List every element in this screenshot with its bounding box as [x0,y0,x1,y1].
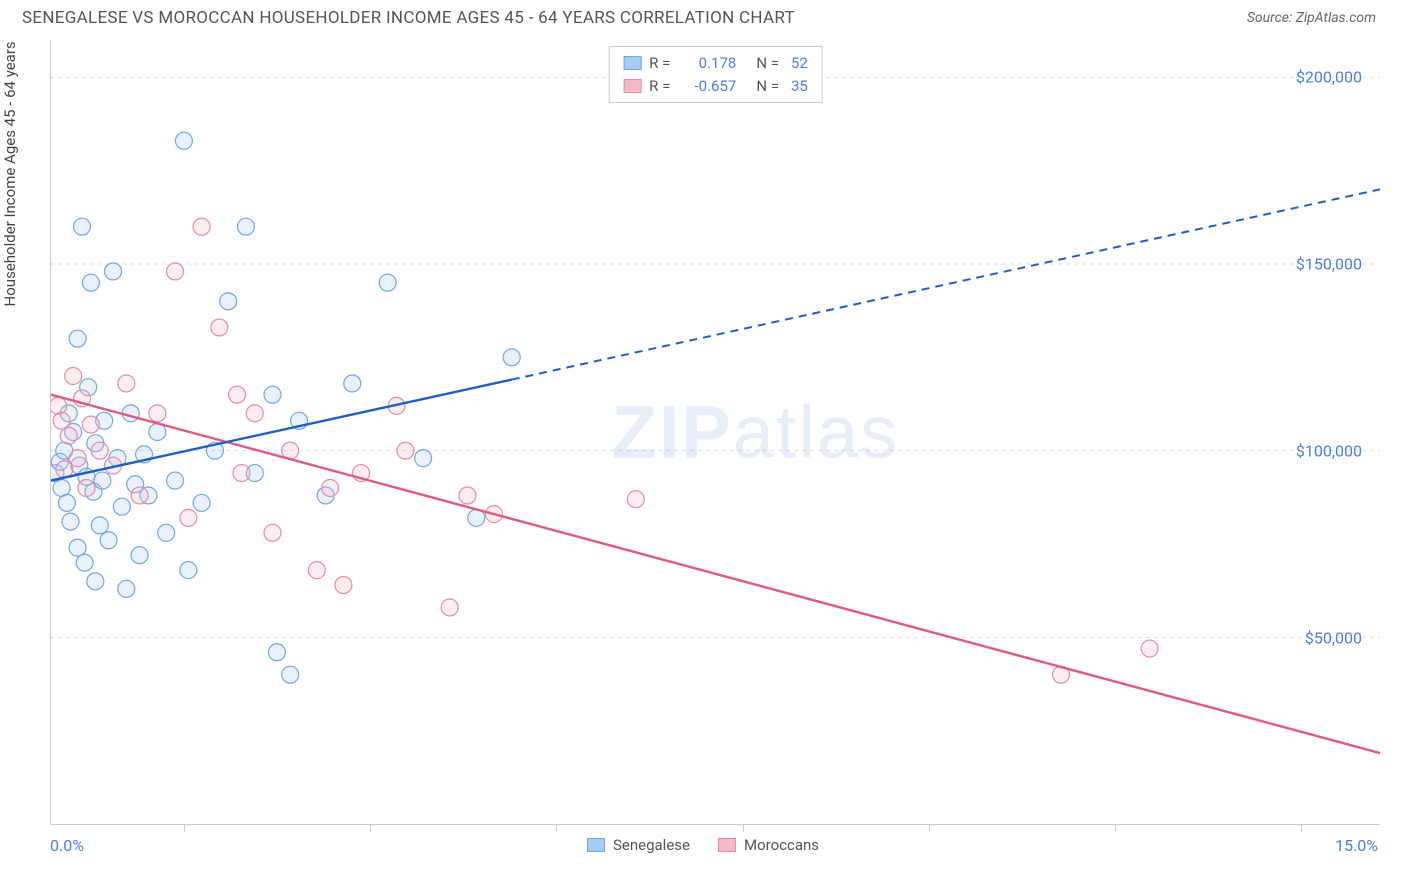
x-max-label: 15.0% [1335,836,1378,855]
x-tick [184,824,185,832]
x-tick [929,824,930,832]
r-value-moroccans: -0.657 [682,75,736,98]
chart-title: SENEGALESE VS MOROCCAN HOUSEHOLDER INCOM… [22,8,795,28]
swatch-senegalese [623,56,641,70]
n-label-2: N = [756,75,779,98]
legend-item-moroccans: Moroccans [718,836,819,854]
x-tick [370,824,371,832]
series-legend: Senegalese Moroccans [587,836,819,854]
r-label: R = [649,52,670,75]
r-value-senegalese: 0.178 [682,52,736,75]
n-value-senegalese: 52 [791,52,808,75]
source-label: Source: ZipAtlas.com [1247,10,1376,26]
x-tick [1115,824,1116,832]
chart-container: SENEGALESE VS MOROCCAN HOUSEHOLDER INCOM… [0,0,1406,892]
legend-row-senegalese: R = 0.178 N = 52 [623,52,808,75]
x-tick [556,824,557,832]
y-tick-label: $200,000 [1296,68,1362,87]
x-tick [1301,824,1302,832]
correlation-legend: R = 0.178 N = 52 R = -0.657 N = 35 [608,46,823,103]
n-label: N = [756,52,779,75]
series-label-moroccans: Moroccans [744,836,819,854]
scatter-svg [51,40,1380,824]
legend-row-moroccans: R = -0.657 N = 35 [623,75,808,98]
swatch-senegalese-2 [587,838,605,852]
y-tick-label: $150,000 [1296,255,1362,274]
r-label-2: R = [649,75,670,98]
x-tick [743,824,744,832]
y-axis-label: Householder Income Ages 45 - 64 years [1,41,19,306]
swatch-moroccans-2 [718,838,736,852]
swatch-moroccans [623,79,641,93]
series-label-senegalese: Senegalese [613,836,690,854]
chart-plot-area: ZIPatlas R = 0.178 N = 52 R = -0.657 N =… [50,40,1380,825]
y-tick-label: $50,000 [1305,629,1362,648]
n-value-moroccans: 35 [791,75,808,98]
x-min-label: 0.0% [50,836,84,855]
header: SENEGALESE VS MOROCCAN HOUSEHOLDER INCOM… [0,0,1406,32]
y-tick-label: $100,000 [1296,442,1362,461]
legend-item-senegalese: Senegalese [587,836,690,854]
